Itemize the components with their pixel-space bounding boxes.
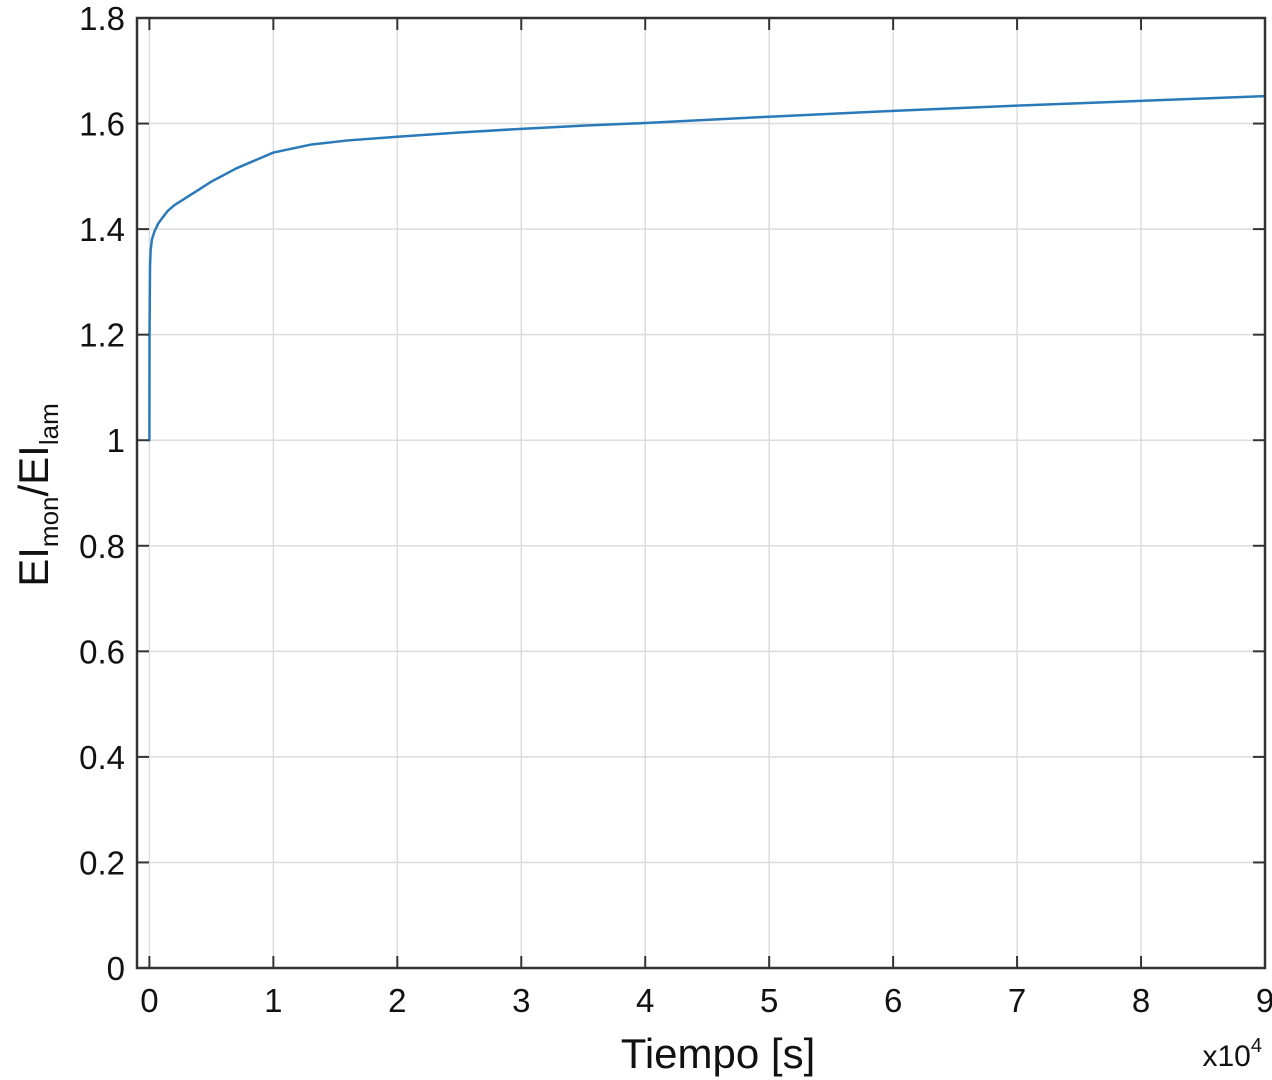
x-axis-title: Tiempo [s] <box>621 1030 816 1077</box>
y-tick-label: 0.4 <box>79 739 125 776</box>
y-axis-title-sep: /EI <box>10 445 57 496</box>
y-tick-label: 1.8 <box>79 0 125 37</box>
x-tick-label: 5 <box>760 982 778 1019</box>
y-tick-label: 1.2 <box>79 317 125 354</box>
series-layer <box>148 94 1267 442</box>
x-axis-multiplier-exponent: 4 <box>1251 1035 1262 1057</box>
y-axis-title-sub1: mon <box>34 497 64 548</box>
y-axis-title-part1: EI <box>10 547 57 587</box>
y-tick-label: 0 <box>107 950 125 987</box>
x-tick-label: 6 <box>884 982 902 1019</box>
y-tick-label: 1.4 <box>79 211 125 248</box>
y-tick-label: 1 <box>107 422 125 459</box>
x-axis-multiplier-base: x10 <box>1203 1040 1251 1073</box>
series-line <box>148 94 1267 442</box>
x-tick-label: 9 <box>1256 982 1272 1019</box>
plot-frame <box>135 16 1267 970</box>
ticks-layer <box>137 17 1266 969</box>
x-axis-multiplier: x104 <box>1203 1035 1263 1073</box>
y-axis-title: EImon/EIlam <box>10 403 64 587</box>
x-tick-label: 2 <box>388 982 406 1019</box>
y-tick-label: 0.8 <box>79 528 125 565</box>
x-tick-label: 3 <box>512 982 530 1019</box>
x-tick-label: 4 <box>636 982 654 1019</box>
x-tick-label: 1 <box>264 982 282 1019</box>
x-tick-label: 7 <box>1008 982 1026 1019</box>
x-tick-label: 0 <box>140 982 158 1019</box>
y-tick-label: 0.2 <box>79 844 125 881</box>
labels-layer: 0 1 2 3 4 5 6 7 8 9 0 0.2 0.4 0.6 0.8 1 1.2 1.4 1.6 1.8 <box>79 0 1272 1019</box>
x-tick-label: 8 <box>1132 982 1150 1019</box>
y-tick-label: 0.6 <box>79 633 125 670</box>
grid-layer <box>137 17 1266 969</box>
y-tick-label: 1.6 <box>79 106 125 143</box>
y-axis-title-sub2: lam <box>34 403 64 445</box>
